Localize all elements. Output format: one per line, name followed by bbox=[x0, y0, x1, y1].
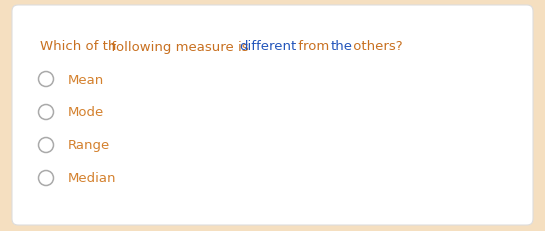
Text: different: different bbox=[240, 40, 297, 53]
Circle shape bbox=[39, 72, 53, 87]
Text: Mean: Mean bbox=[68, 73, 104, 86]
FancyBboxPatch shape bbox=[12, 6, 533, 225]
Text: Range: Range bbox=[68, 139, 110, 152]
Text: Which of th: Which of th bbox=[40, 40, 117, 53]
Circle shape bbox=[39, 105, 53, 120]
Text: the: the bbox=[330, 40, 353, 53]
Text: Median: Median bbox=[68, 172, 117, 185]
Text: from: from bbox=[294, 40, 334, 53]
Text: following measure is: following measure is bbox=[107, 40, 252, 53]
Text: Mode: Mode bbox=[68, 106, 104, 119]
Text: others?: others? bbox=[349, 40, 402, 53]
Circle shape bbox=[39, 171, 53, 186]
Circle shape bbox=[39, 138, 53, 153]
